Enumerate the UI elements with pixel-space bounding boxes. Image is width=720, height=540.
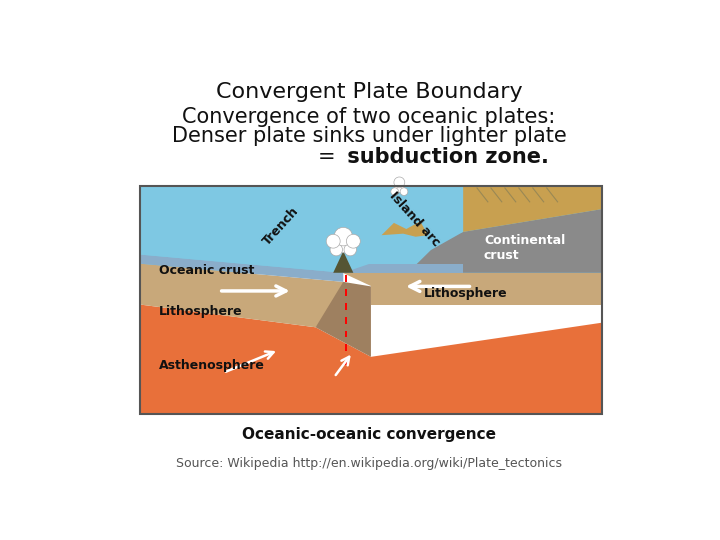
Bar xyxy=(140,186,601,414)
Text: Continental
crust: Continental crust xyxy=(484,234,565,262)
Polygon shape xyxy=(343,273,601,305)
Polygon shape xyxy=(408,209,601,273)
Polygon shape xyxy=(315,282,371,357)
Circle shape xyxy=(330,244,343,256)
Circle shape xyxy=(394,177,405,188)
Polygon shape xyxy=(140,254,343,282)
Circle shape xyxy=(346,234,360,248)
Text: Denser plate sinks under lighter plate: Denser plate sinks under lighter plate xyxy=(171,126,567,146)
Polygon shape xyxy=(140,186,343,273)
Polygon shape xyxy=(463,186,601,232)
Polygon shape xyxy=(343,264,463,273)
Circle shape xyxy=(395,183,404,192)
Circle shape xyxy=(391,188,399,195)
Bar xyxy=(140,186,601,273)
Text: Asthenosphere: Asthenosphere xyxy=(159,360,265,373)
Polygon shape xyxy=(333,251,354,273)
Circle shape xyxy=(400,188,408,195)
Text: Oceanic-oceanic convergence: Oceanic-oceanic convergence xyxy=(242,428,496,442)
Circle shape xyxy=(326,234,340,248)
Polygon shape xyxy=(140,305,601,414)
Text: Convergence of two oceanic plates:: Convergence of two oceanic plates: xyxy=(182,107,556,127)
Text: Trench: Trench xyxy=(261,205,302,248)
Circle shape xyxy=(336,238,351,253)
Text: Island arc: Island arc xyxy=(387,190,443,249)
Text: Source: Wikipedia http://en.wikipedia.org/wiki/Plate_tectonics: Source: Wikipedia http://en.wikipedia.or… xyxy=(176,457,562,470)
Polygon shape xyxy=(382,221,428,237)
Polygon shape xyxy=(140,264,343,327)
Text: Lithosphere: Lithosphere xyxy=(424,287,508,300)
Circle shape xyxy=(334,227,353,246)
Circle shape xyxy=(344,244,356,256)
Text: =: = xyxy=(318,147,336,167)
Text: Oceanic crust: Oceanic crust xyxy=(159,264,254,277)
Text: subduction zone.: subduction zone. xyxy=(340,147,549,167)
Text: Convergent Plate Boundary: Convergent Plate Boundary xyxy=(216,82,522,102)
Polygon shape xyxy=(343,186,463,273)
Text: Lithosphere: Lithosphere xyxy=(159,305,243,318)
